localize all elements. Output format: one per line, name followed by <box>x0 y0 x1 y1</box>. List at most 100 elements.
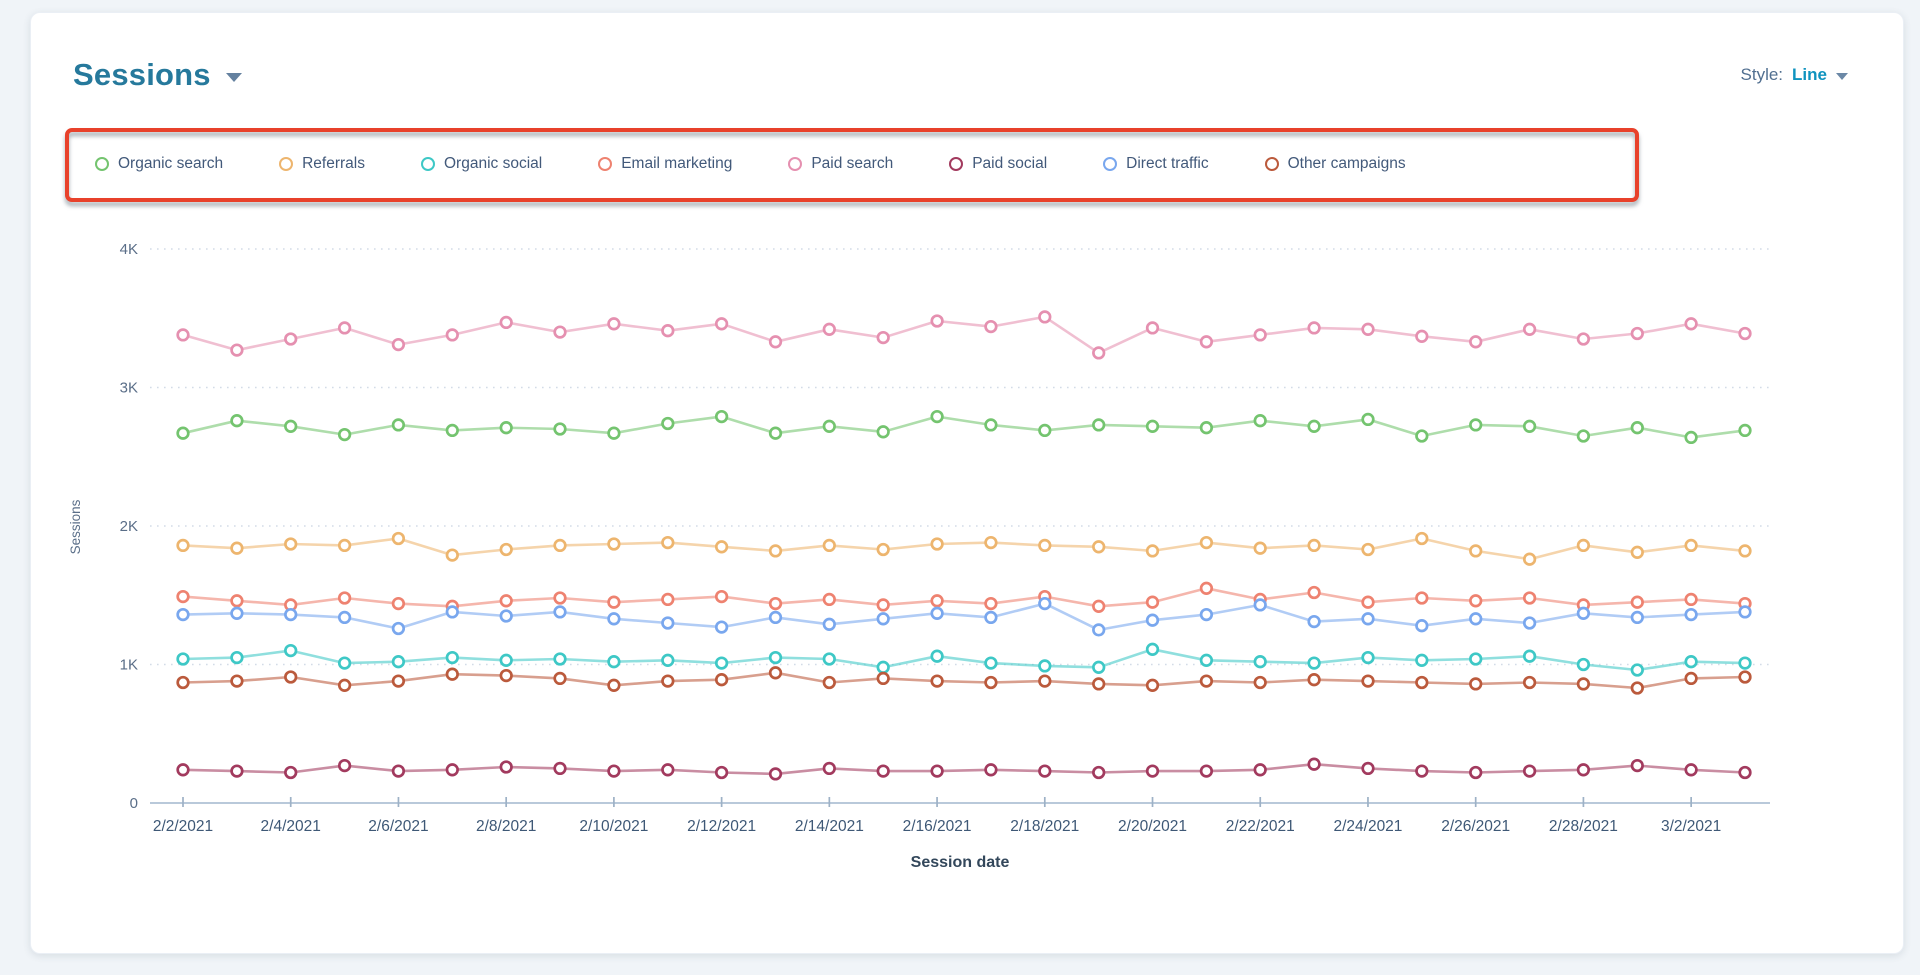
data-point[interactable] <box>1576 429 1591 443</box>
data-point[interactable] <box>553 652 567 666</box>
data-point[interactable] <box>984 763 998 777</box>
data-point[interactable] <box>661 592 675 607</box>
data-point[interactable] <box>1684 538 1698 553</box>
data-point[interactable] <box>876 330 890 345</box>
data-point[interactable] <box>1092 660 1106 674</box>
data-point[interactable] <box>1307 538 1321 553</box>
data-point[interactable] <box>1684 607 1698 622</box>
data-point[interactable] <box>1199 653 1214 667</box>
data-point[interactable] <box>1361 322 1375 336</box>
data-point[interactable] <box>445 605 459 619</box>
data-point[interactable] <box>714 589 729 604</box>
data-point[interactable] <box>714 317 729 331</box>
data-point[interactable] <box>1038 659 1052 673</box>
data-point[interactable] <box>984 535 998 550</box>
data-point[interactable] <box>1630 595 1644 609</box>
data-point[interactable] <box>714 765 729 780</box>
data-point[interactable] <box>1092 765 1106 780</box>
data-point[interactable] <box>230 764 244 778</box>
data-point[interactable] <box>1415 619 1429 633</box>
legend-item-organic-social[interactable]: Organic social <box>421 155 542 173</box>
data-point[interactable] <box>337 656 352 670</box>
style-value-dropdown[interactable]: Line <box>1792 65 1827 84</box>
data-point[interactable] <box>822 617 836 631</box>
data-point[interactable] <box>1469 335 1483 349</box>
data-point[interactable] <box>230 650 244 665</box>
legend-item-other-campaigns[interactable]: Other campaigns <box>1264 155 1406 173</box>
data-point[interactable] <box>445 650 459 665</box>
data-point[interactable] <box>822 322 836 336</box>
data-point[interactable] <box>1469 765 1483 780</box>
data-point[interactable] <box>445 548 459 562</box>
data-point[interactable] <box>553 325 567 339</box>
data-point[interactable] <box>1145 678 1160 692</box>
legend-item-email-marketing[interactable]: Email marketing <box>598 155 732 173</box>
data-point[interactable] <box>1092 346 1106 360</box>
data-point[interactable] <box>1145 764 1160 778</box>
data-point[interactable] <box>984 656 998 670</box>
data-point[interactable] <box>661 416 675 431</box>
data-point[interactable] <box>1038 538 1052 553</box>
data-point[interactable] <box>714 656 729 670</box>
data-point[interactable] <box>1307 614 1321 629</box>
data-point[interactable] <box>1253 414 1267 428</box>
data-point[interactable] <box>1469 652 1483 666</box>
data-point[interactable] <box>607 612 621 626</box>
data-point[interactable] <box>768 596 783 611</box>
data-point[interactable] <box>1361 650 1375 665</box>
data-point[interactable] <box>1361 412 1375 427</box>
data-point[interactable] <box>607 764 621 778</box>
data-point[interactable] <box>930 409 944 424</box>
data-point[interactable] <box>337 758 352 773</box>
data-point[interactable] <box>1576 657 1591 672</box>
data-point[interactable] <box>391 764 406 778</box>
data-point[interactable] <box>714 620 729 634</box>
data-point[interactable] <box>230 541 244 555</box>
data-point[interactable] <box>284 670 298 684</box>
data-point[interactable] <box>822 592 836 607</box>
data-point[interactable] <box>1038 674 1052 688</box>
data-point[interactable] <box>1415 329 1429 343</box>
data-point[interactable] <box>607 595 621 609</box>
legend-item-paid-search[interactable]: Paid search <box>788 155 893 173</box>
data-point[interactable] <box>714 540 729 554</box>
data-point[interactable] <box>1199 421 1214 435</box>
data-point[interactable] <box>1630 326 1644 341</box>
data-point[interactable] <box>230 594 244 608</box>
data-point[interactable] <box>391 596 406 611</box>
data-point[interactable] <box>876 542 890 557</box>
data-point[interactable] <box>553 422 567 436</box>
data-point[interactable] <box>1630 758 1644 773</box>
data-point[interactable] <box>876 598 890 612</box>
data-point[interactable] <box>607 655 621 669</box>
data-point[interactable] <box>1092 418 1106 432</box>
data-point[interactable] <box>337 321 352 335</box>
data-point[interactable] <box>391 531 406 546</box>
data-point[interactable] <box>1199 581 1214 595</box>
data-point[interactable] <box>284 643 298 658</box>
data-point[interactable] <box>1630 421 1644 435</box>
data-point[interactable] <box>1307 585 1321 600</box>
data-point[interactable] <box>822 419 836 433</box>
data-point[interactable] <box>930 764 944 778</box>
data-point[interactable] <box>1522 649 1537 663</box>
data-point[interactable] <box>499 594 513 608</box>
data-point[interactable] <box>822 652 836 666</box>
data-point[interactable] <box>1684 317 1698 331</box>
data-point[interactable] <box>553 538 567 553</box>
data-point[interactable] <box>337 538 352 553</box>
data-point[interactable] <box>176 652 190 666</box>
data-point[interactable] <box>1361 542 1375 557</box>
data-point[interactable] <box>876 671 890 686</box>
data-point[interactable] <box>337 610 352 625</box>
data-point[interactable] <box>1199 607 1214 622</box>
data-point[interactable] <box>230 343 244 357</box>
data-point[interactable] <box>1576 763 1591 777</box>
data-point[interactable] <box>1576 332 1591 346</box>
data-point[interactable] <box>176 589 190 604</box>
data-point[interactable] <box>230 674 244 688</box>
data-point[interactable] <box>714 409 729 424</box>
data-point[interactable] <box>930 537 944 551</box>
data-point[interactable] <box>445 763 459 777</box>
